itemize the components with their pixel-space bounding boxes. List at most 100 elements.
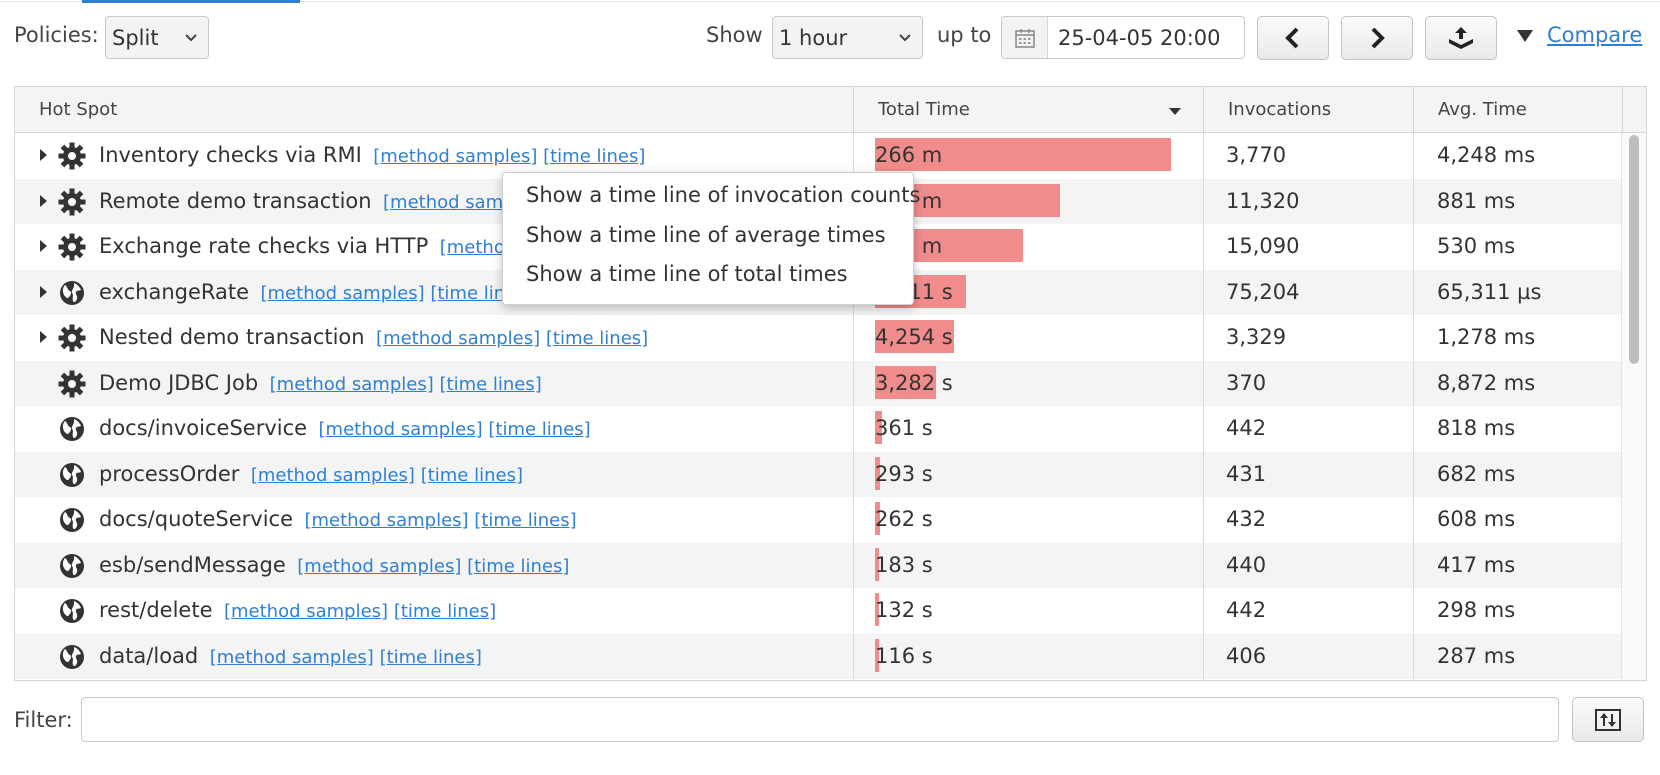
time-lines-link[interactable]: [time lines]	[488, 419, 591, 440]
table-row[interactable]: data/load [method samples] [time lines] 1…	[15, 633, 1622, 679]
avg-time-value: 818 ms	[1437, 416, 1516, 440]
active-tab-indicator[interactable]	[82, 0, 300, 3]
gear-icon	[58, 142, 86, 170]
method-samples-link[interactable]: [method samples]	[223, 601, 389, 622]
menu-item-invocation-counts[interactable]: Show a time line of invocation counts	[526, 183, 921, 207]
method-samples-link[interactable]: [method samples]	[318, 419, 483, 440]
invocations-value: 442	[1226, 598, 1267, 622]
hot-spot-name: Nested demo transaction [method samples]…	[99, 315, 648, 360]
invocations-value: 431	[1226, 461, 1267, 486]
avg-time-value: 1,278 ms	[1437, 325, 1536, 349]
column-header-hot-spot[interactable]: Hot Spot	[39, 99, 118, 120]
total-time-value: 4,254 s	[875, 325, 953, 349]
hot-spot-label: Exchange rate checks via HTTP	[99, 234, 429, 258]
globe-icon	[58, 461, 86, 489]
table-row[interactable]: rest/delete [method samples] [time lines…	[15, 588, 1622, 633]
menu-item-average-times[interactable]: Show a time line of average times	[526, 223, 886, 247]
filter-options-button[interactable]	[1572, 697, 1644, 742]
hot-spot-label: docs/invoiceService	[99, 416, 308, 440]
method-samples-link[interactable]: [method samples]	[297, 555, 462, 577]
avg-time-value: 417 ms	[1437, 552, 1516, 577]
expand-arrow-icon[interactable]	[40, 240, 47, 252]
table-row[interactable]: docs/quoteService [method samples] [time…	[15, 497, 1622, 542]
compare-link[interactable]: Compare	[1547, 23, 1643, 47]
expand-arrow-icon[interactable]	[40, 331, 47, 343]
hot-spot-label: rest/delete	[99, 598, 213, 622]
method-samples-link[interactable]: [method samples]	[373, 146, 538, 167]
invocations-value: 11,320	[1226, 188, 1300, 213]
time-lines-link[interactable]: [time lines]	[393, 601, 497, 622]
time-lines-link[interactable]: [time lines]	[543, 146, 646, 167]
invocations-value: 442	[1226, 416, 1267, 440]
time-lines-popup-menu: Show a time line of invocation counts Sh…	[502, 172, 920, 305]
time-lines-link[interactable]: [time lines]	[379, 646, 482, 668]
method-samples-link[interactable]: [method samples]	[304, 510, 469, 531]
chevron-down-icon	[185, 33, 197, 41]
date-picker[interactable]: 25-04-05 20:00	[1001, 16, 1245, 59]
table-row[interactable]: Nested demo transaction [method samples]…	[15, 315, 1622, 360]
total-time-value: 293 s	[875, 461, 933, 486]
column-divider	[1203, 133, 1204, 680]
expand-arrow-icon[interactable]	[40, 149, 47, 161]
vertical-scrollbar[interactable]	[1621, 133, 1646, 680]
gear-icon	[58, 370, 86, 398]
method-samples-link[interactable]: [method samples]	[269, 373, 434, 395]
hot-spot-name: Demo JDBC Job [method samples] [time lin…	[99, 361, 542, 406]
upto-label: up to	[937, 23, 992, 47]
total-time-bar	[875, 502, 880, 535]
hot-spot-name: docs/invoiceService [method samples] [ti…	[99, 406, 591, 451]
expand-arrow-icon[interactable]	[40, 194, 47, 207]
total-time-bar	[875, 138, 1171, 171]
method-samples-link[interactable]: [method samples]	[209, 646, 374, 668]
policies-label: Policies:	[14, 23, 99, 47]
hot-spot-label: Demo JDBC Job	[99, 370, 259, 395]
gear-icon	[58, 188, 86, 216]
column-header-total-time[interactable]: Total Time	[853, 87, 1203, 132]
time-lines-link[interactable]: [time lines]	[545, 328, 649, 349]
time-lines-link[interactable]: [time lines]	[439, 373, 542, 395]
column-divider	[1413, 133, 1414, 680]
time-lines-link[interactable]: [time lines]	[474, 510, 577, 531]
export-button[interactable]	[1425, 16, 1497, 60]
scrollbar-thumb[interactable]	[1629, 135, 1639, 364]
globe-icon	[58, 279, 86, 307]
invocations-value: 432	[1226, 507, 1267, 531]
expand-arrow-icon[interactable]	[40, 285, 47, 298]
chevron-left-icon	[1285, 27, 1299, 49]
chevron-right-icon	[1371, 27, 1385, 49]
menu-item-total-times[interactable]: Show a time line of total times	[526, 262, 848, 286]
policies-select[interactable]: Split	[105, 16, 209, 59]
table-row[interactable]: Inventory checks via RMI [method samples…	[15, 133, 1622, 178]
total-time-bar	[875, 593, 879, 626]
method-samples-link[interactable]: [method samples]	[376, 328, 541, 349]
table-header: Hot Spot Total Time Invocations Avg. Tim…	[15, 87, 1646, 133]
method-samples-link[interactable]: [method samples]	[250, 464, 415, 486]
time-lines-link[interactable]: [time lines]	[420, 464, 523, 486]
hot-spot-label: docs/quoteService	[99, 507, 293, 531]
globe-icon	[58, 597, 86, 625]
filter-input[interactable]	[81, 697, 1559, 742]
calendar-icon[interactable]	[1002, 17, 1048, 58]
show-label: Show	[706, 23, 763, 47]
column-header-avg-time[interactable]: Avg. Time	[1413, 87, 1622, 132]
export-icon	[1449, 27, 1473, 49]
total-time-value: 3,282 s	[875, 370, 953, 395]
next-button[interactable]	[1341, 16, 1413, 60]
table-row[interactable]: Demo JDBC Job [method samples] [time lin…	[15, 360, 1622, 406]
table-row[interactable]: processOrder [method samples] [time line…	[15, 451, 1622, 497]
table-row[interactable]: docs/invoiceService [method samples] [ti…	[15, 406, 1622, 451]
triangle-down-icon[interactable]	[1517, 30, 1533, 42]
gear-icon	[58, 324, 86, 352]
policies-select-value: Split	[112, 25, 159, 50]
time-lines-link[interactable]: [time lines]	[467, 555, 570, 577]
method-samples-link[interactable]: [method samples]	[260, 282, 425, 304]
invocations-value: 15,090	[1226, 234, 1300, 258]
table-row[interactable]: esb/sendMessage [method samples] [time l…	[15, 542, 1622, 588]
date-value: 25-04-05 20:00	[1058, 25, 1221, 50]
top-divider	[0, 1, 1660, 2]
invocations-value: 406	[1226, 643, 1267, 668]
previous-button[interactable]	[1257, 16, 1329, 60]
duration-select[interactable]: 1 hour	[772, 16, 923, 59]
invocations-value: 75,204	[1226, 279, 1300, 304]
column-header-invocations[interactable]: Invocations	[1203, 87, 1413, 132]
